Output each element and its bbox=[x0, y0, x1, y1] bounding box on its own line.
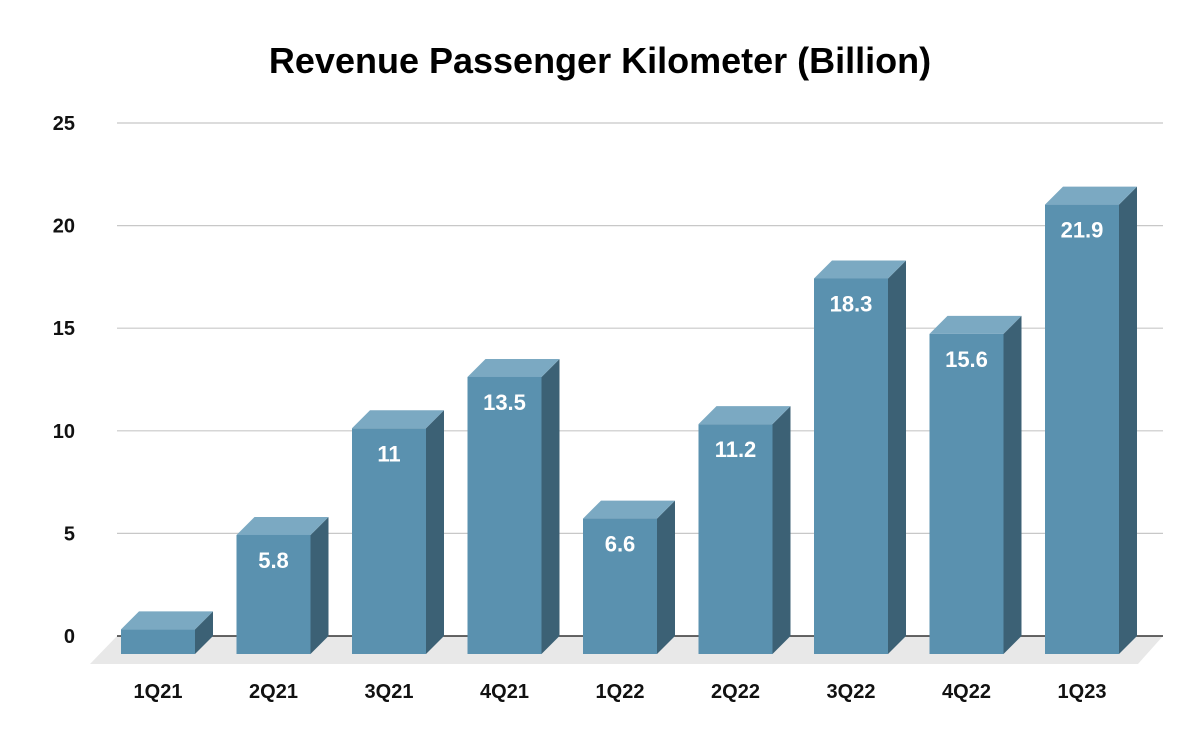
bar-top bbox=[121, 611, 213, 630]
x-axis: 1Q21 2Q21 3Q21 4Q21 1Q22 2Q22 3Q22 4Q22 1Q23 bbox=[134, 681, 1107, 703]
bar-side bbox=[195, 611, 213, 654]
y-tick-label: 15 bbox=[53, 318, 75, 340]
bar-top bbox=[929, 315, 1022, 334]
chart-title: Revenue Passenger Kilometer (Billion) bbox=[268, 40, 932, 81]
bar-value-label: 13.5 bbox=[483, 390, 526, 415]
bar-value-label: 21.9 bbox=[1061, 218, 1104, 243]
y-tick-label: 20 bbox=[53, 216, 75, 238]
bar-front bbox=[1045, 204, 1119, 654]
bar-2q22: 11.2 bbox=[698, 406, 791, 654]
x-tick-label: 3Q21 bbox=[365, 681, 414, 703]
bar-4q22: 15.6 bbox=[929, 315, 1022, 654]
bar-top bbox=[583, 500, 675, 519]
y-tick-label: 5 bbox=[64, 523, 75, 545]
bar-side bbox=[541, 358, 560, 654]
bar-side bbox=[1119, 186, 1137, 654]
bar-value-label: 11.2 bbox=[715, 437, 757, 462]
bar-side bbox=[772, 406, 791, 654]
x-tick-label: 4Q21 bbox=[480, 681, 529, 703]
bar-front bbox=[698, 424, 773, 654]
bar-side bbox=[657, 500, 675, 654]
y-tick-label: 0 bbox=[64, 626, 75, 648]
x-tick-label: 4Q22 bbox=[942, 681, 991, 703]
x-tick-label: 1Q23 bbox=[1058, 681, 1107, 703]
bars: 5.8 11 13.5 6.6 11.2 18.3 15.6 21.9 bbox=[121, 186, 1137, 654]
bar-top bbox=[698, 406, 791, 425]
bar-front bbox=[929, 333, 1004, 654]
bar-top bbox=[1045, 186, 1137, 205]
bar-value-label: 11 bbox=[377, 441, 400, 466]
bar-front bbox=[236, 534, 311, 654]
y-axis: 0 5 10 15 20 25 bbox=[53, 113, 75, 648]
bar-top bbox=[352, 410, 444, 429]
bar-side bbox=[888, 260, 906, 654]
x-tick-label: 2Q21 bbox=[249, 681, 298, 703]
bar-2q21: 5.8 bbox=[236, 516, 329, 654]
bar-top bbox=[236, 516, 329, 535]
bar-side bbox=[1003, 315, 1022, 654]
bar-4q21: 13.5 bbox=[467, 358, 560, 654]
bar-front bbox=[814, 278, 888, 654]
bar-value-label: 5.8 bbox=[258, 548, 289, 573]
bar-front bbox=[583, 518, 657, 654]
bar-side bbox=[310, 516, 329, 654]
bar-value-label: 18.3 bbox=[830, 291, 873, 316]
bar-value-label: 6.6 bbox=[605, 532, 636, 557]
bar-top bbox=[467, 358, 560, 377]
y-tick-label: 10 bbox=[53, 421, 75, 443]
bar-front bbox=[352, 428, 426, 654]
bar-front bbox=[121, 629, 195, 654]
bar-front bbox=[467, 376, 542, 654]
x-tick-label: 2Q22 bbox=[711, 681, 760, 703]
bar-value-label: 15.6 bbox=[945, 347, 988, 372]
x-tick-label: 3Q22 bbox=[827, 681, 876, 703]
bar-1q22: 6.6 bbox=[583, 500, 675, 654]
bar-top bbox=[814, 260, 906, 279]
bar-1q21 bbox=[121, 611, 213, 654]
bar-3q22: 18.3 bbox=[814, 260, 906, 654]
y-tick-label: 25 bbox=[53, 113, 75, 135]
x-tick-label: 1Q22 bbox=[596, 681, 645, 703]
x-tick-label: 1Q21 bbox=[134, 681, 183, 703]
bar-side bbox=[426, 410, 444, 654]
bar-3q21: 11 bbox=[352, 410, 444, 654]
bar-1q23: 21.9 bbox=[1045, 186, 1137, 654]
